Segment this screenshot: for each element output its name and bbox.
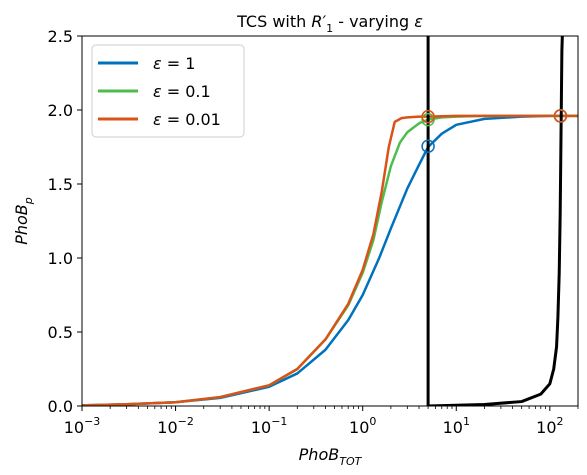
y-tick-label: 0.5 <box>48 323 73 342</box>
legend-label-eps-0.01: ε = 0.01 <box>153 110 221 129</box>
y-tick-label: 2.0 <box>48 101 73 120</box>
series-layer <box>82 36 578 406</box>
legend-box <box>91 44 245 138</box>
legend: ε = 1 ε = 0.1 ε = 0.01 <box>91 44 245 138</box>
series-line-2 <box>82 114 578 406</box>
y-tick-label: 1.5 <box>48 175 73 194</box>
legend-label-eps-0.1: ε = 0.1 <box>153 82 211 101</box>
x-tick-label: 100 <box>349 415 376 437</box>
x-tick-label: 10−3 <box>64 415 101 437</box>
x-tick-label: 10−1 <box>251 415 288 437</box>
intersection-marker-5 <box>553 109 568 123</box>
y-tick-label: 1.0 <box>48 249 73 268</box>
x-tick-label: 101 <box>443 415 470 437</box>
y-axis-ticks: 0.0 0.5 1.0 1.5 2.0 2.5 <box>48 27 82 416</box>
x-axis-title: PhoBTOT <box>299 445 363 468</box>
series-line-4 <box>428 36 564 406</box>
intersection-marker-0 <box>421 139 435 154</box>
plot-frame <box>81 35 579 407</box>
chart-title: TCS with R′1 - varying ε <box>236 12 423 35</box>
y-tick-label: 2.5 <box>48 27 73 46</box>
x-tick-label: 102 <box>536 415 563 437</box>
legend-label-eps-1: ε = 1 <box>153 54 195 73</box>
intersection-marker-2 <box>421 109 435 124</box>
y-tick-label: 0.0 <box>48 397 73 416</box>
x-tick-label: 10−2 <box>157 415 194 437</box>
x-axis-ticks: 10−3 10−2 10−1 100 101 102 <box>64 406 579 437</box>
marker-layer <box>421 109 568 154</box>
y-axis-title: PhoBp <box>12 197 35 245</box>
